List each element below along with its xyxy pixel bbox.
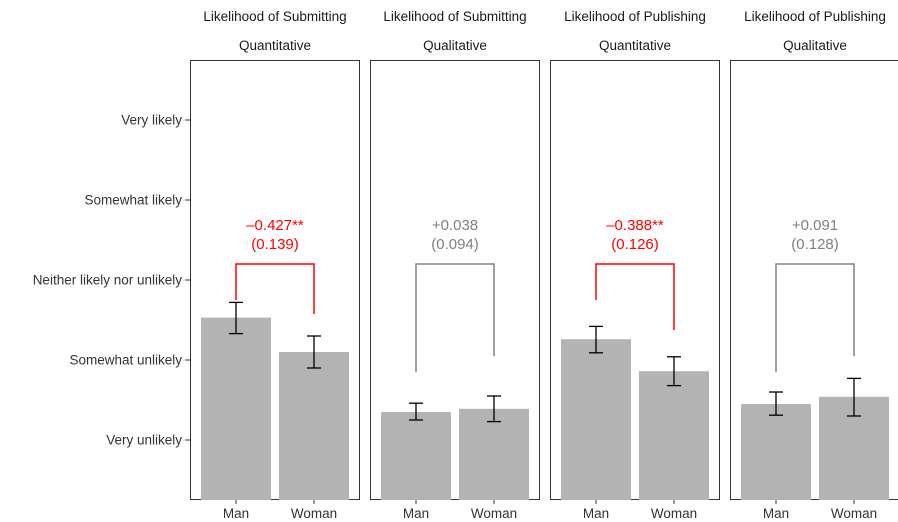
significance-bracket	[415, 263, 495, 372]
difference-standard-error: (0.139)	[251, 236, 299, 253]
difference-estimate: +0.091	[792, 217, 838, 234]
bar	[741, 404, 811, 500]
bar	[381, 412, 451, 500]
bar	[279, 352, 349, 500]
panel-title-line2: Quantitative	[239, 38, 311, 53]
panel-border	[730, 60, 898, 500]
significance-bracket	[775, 263, 855, 372]
error-bar	[487, 395, 501, 423]
x-tick-label: Woman	[291, 506, 337, 521]
x-tick-label: Woman	[651, 506, 697, 521]
x-tick-label: Man	[223, 506, 249, 521]
panel-3: Likelihood of Publishing Quantitative Man W…	[550, 9, 720, 521]
significance-bracket	[235, 263, 315, 314]
panel-title-line2: Qualitative	[783, 38, 847, 53]
x-tick-label: Woman	[471, 506, 517, 521]
bar	[459, 408, 529, 500]
panel-title-line2: Qualitative	[423, 38, 487, 53]
panel-title-line1: Likelihood of Submitting	[203, 9, 346, 24]
panel-1: Likelihood of Submitting Quantitative Man W…	[190, 9, 360, 521]
y-tick-label: Very likely	[121, 113, 182, 128]
difference-standard-error: (0.126)	[611, 236, 659, 253]
error-bar	[667, 356, 681, 387]
significance-bracket	[595, 263, 675, 330]
panel-2: Likelihood of Submitting Qualitative Man Wo…	[370, 9, 540, 521]
bar	[201, 317, 271, 500]
panel-border	[370, 60, 540, 500]
x-tick-label: Man	[763, 506, 789, 521]
panel-title-line1: Likelihood of Submitting	[383, 9, 526, 24]
bar	[639, 371, 709, 500]
y-tick-label: Neither likely nor unlikely	[33, 273, 183, 288]
y-tick-label: Somewhat likely	[84, 193, 182, 208]
panel-4: Likelihood of Publishing Qualitative Man Wo…	[730, 9, 898, 521]
panel-title-line2: Quantitative	[599, 38, 671, 53]
error-bar	[589, 325, 603, 354]
y-tick-label: Somewhat unlikely	[69, 353, 182, 368]
difference-standard-error: (0.128)	[791, 236, 839, 253]
error-bar	[847, 377, 861, 417]
difference-estimate: –0.427**	[246, 217, 304, 234]
x-tick-label: Man	[583, 506, 609, 521]
error-bar	[229, 301, 243, 335]
x-tick-label: Man	[403, 506, 429, 521]
x-tick-label: Woman	[831, 506, 877, 521]
difference-standard-error: (0.094)	[431, 236, 479, 253]
panel-title-line1: Likelihood of Publishing	[744, 9, 886, 24]
panel-title-line1: Likelihood of Publishing	[564, 9, 706, 24]
difference-estimate: +0.038	[432, 217, 478, 234]
error-bar	[307, 335, 321, 369]
error-bar	[769, 391, 783, 416]
panel-border	[190, 60, 360, 500]
difference-estimate: –0.388**	[606, 217, 664, 234]
error-bar	[409, 402, 423, 421]
panel-border	[550, 60, 720, 500]
y-tick-label: Very unlikely	[106, 433, 182, 448]
bar	[561, 339, 631, 500]
